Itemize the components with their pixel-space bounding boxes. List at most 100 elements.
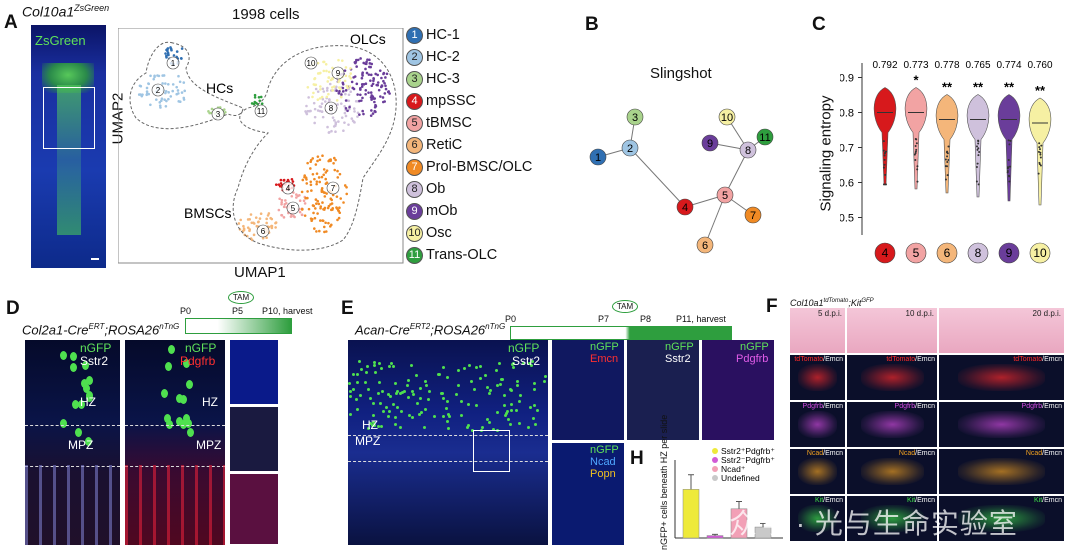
zsgreen-channel-label: ZsGreen bbox=[35, 33, 86, 48]
region-label-olcs: OLCs bbox=[350, 31, 386, 47]
bone-micrograph: ZsGreen bbox=[31, 25, 106, 268]
f-tile-r2-c2: Pdgfrb/Emcn bbox=[939, 402, 1064, 447]
d2-label-pdgfrb: Pdgfrb bbox=[180, 354, 216, 368]
svg-text:**: ** bbox=[1035, 83, 1046, 98]
svg-text:0.778: 0.778 bbox=[934, 60, 959, 71]
d1-label-sstr2: Sstr2 bbox=[80, 354, 109, 368]
panel-e-timeline bbox=[510, 326, 732, 340]
f-tile-r3-c0: Ncad/Emcn bbox=[790, 449, 845, 494]
svg-text:11: 11 bbox=[759, 132, 770, 144]
violin-4: 0.792 4 bbox=[872, 60, 898, 264]
d1-zone-mpz: MPZ bbox=[68, 438, 94, 452]
e-sub1-emcn: Emcn bbox=[590, 353, 619, 365]
legend-dot: 7 bbox=[406, 158, 423, 176]
e-sub2-sstr2: Sstr2 bbox=[665, 353, 691, 365]
svg-text:Sstr2⁻Pdgfrb⁺: Sstr2⁻Pdgfrb⁺ bbox=[721, 455, 775, 465]
svg-text:0.773: 0.773 bbox=[903, 60, 928, 71]
h-bar-3 bbox=[754, 522, 772, 539]
slingshot-node-4: 4 bbox=[676, 198, 694, 216]
legend-dot: 9 bbox=[406, 202, 423, 220]
svg-text:10: 10 bbox=[1033, 246, 1047, 260]
f-tile-r0-c2: 20 d.p.i. bbox=[939, 308, 1064, 353]
d2-zone-mpz: MPZ bbox=[196, 438, 222, 452]
svg-text:6: 6 bbox=[702, 240, 708, 252]
legend-dot: 10 bbox=[406, 224, 423, 242]
d2-zone-hz: HZ bbox=[202, 395, 218, 409]
h-bar-chart: Sstr2⁺Pdgfrb⁺Sstr2⁻Pdgfrb⁺Ncad⁺Undefined bbox=[674, 446, 783, 539]
svg-text:10: 10 bbox=[307, 59, 316, 68]
legend-label: HC-1 bbox=[426, 27, 460, 43]
e-sub-pdgfrb bbox=[702, 340, 774, 440]
watermark: 公众号 · 光与生命实验室 bbox=[700, 508, 1018, 539]
e-sub4-ngfp: nGFP bbox=[590, 444, 619, 456]
f-row-label: tdTomato/Emcn bbox=[1013, 356, 1062, 363]
d1-zone-hz: HZ bbox=[80, 395, 96, 409]
legend-item-7: 7 Prol-BMSC/OLC bbox=[406, 156, 532, 178]
panel-a-mouse-line: Col10a1ZsGreen bbox=[22, 3, 110, 20]
f-row-label: Pdgfrb/Emcn bbox=[894, 403, 935, 410]
umap-legend: 1 HC-1 2 HC-2 3 HC-3 4 mpSSC 5 tBMSC 6 RetiC 7 Prol-B… bbox=[406, 24, 556, 269]
e-sub-ncad bbox=[552, 443, 624, 545]
f-row-label: Pdgfrb/Emcn bbox=[802, 403, 843, 410]
slingshot-node-3: 3 bbox=[626, 108, 644, 126]
svg-text:9: 9 bbox=[1006, 246, 1013, 260]
legend-label: RetiC bbox=[426, 137, 463, 153]
region-label-bmscs: BMSCs bbox=[184, 205, 231, 221]
svg-text:5: 5 bbox=[913, 246, 920, 260]
micrograph-acan bbox=[348, 340, 548, 545]
panel-d-letter: D bbox=[6, 298, 20, 319]
legend-dot: 11 bbox=[406, 246, 423, 264]
slingshot-title: Slingshot bbox=[650, 65, 712, 82]
legend-label: HC-3 bbox=[426, 71, 460, 87]
legend-item-5: 5 tBMSC bbox=[406, 112, 472, 134]
inset-2 bbox=[230, 407, 278, 471]
slingshot-node-6: 6 bbox=[696, 236, 714, 254]
f-tile-r1-c1: tdTomato/Emcn bbox=[847, 355, 937, 400]
e-sub-emcn bbox=[552, 340, 624, 440]
f-row-label: tdTomato/Emcn bbox=[886, 356, 935, 363]
d1-label-ngfp: nGFP bbox=[80, 341, 112, 355]
slingshot-node-9: 9 bbox=[701, 134, 719, 152]
h-bar-0 bbox=[682, 474, 700, 539]
h-legend-item: Ncad⁺ bbox=[712, 464, 746, 474]
umap-title: 1998 cells bbox=[232, 6, 300, 23]
h-legend-item: Sstr2⁻Pdgfrb⁺ bbox=[712, 455, 775, 465]
svg-text:6: 6 bbox=[944, 246, 951, 260]
legend-item-11: 11 Trans-OLC bbox=[406, 244, 497, 266]
svg-text:1: 1 bbox=[171, 59, 176, 68]
legend-item-3: 3 HC-3 bbox=[406, 68, 460, 90]
f-tile-r2-c0: Pdgfrb/Emcn bbox=[790, 402, 845, 447]
panel-a-letter: A bbox=[4, 12, 18, 33]
svg-text:3: 3 bbox=[216, 110, 221, 119]
slingshot-node-1: 1 bbox=[589, 148, 607, 166]
f-row-label: Kit/Emcn bbox=[906, 497, 935, 504]
svg-text:1: 1 bbox=[595, 152, 601, 164]
f-row-label: Pdgfrb/Emcn bbox=[1021, 403, 1062, 410]
svg-text:4: 4 bbox=[286, 184, 291, 193]
violin-ytick: 0.7 bbox=[840, 143, 854, 155]
f-row-label: Ncad/Emcn bbox=[1025, 450, 1062, 457]
e-timeline-p0: P0 bbox=[505, 314, 517, 324]
legend-label: Prol-BMSC/OLC bbox=[426, 159, 533, 175]
svg-text:**: ** bbox=[973, 80, 984, 95]
violin-ytick: 0.5 bbox=[840, 213, 854, 225]
legend-item-2: 2 HC-2 bbox=[406, 46, 460, 68]
f-timepoint-label: 10 d.p.i. bbox=[905, 309, 934, 318]
f-row-label: Kit/Emcn bbox=[1033, 497, 1062, 504]
f-row-label: Ncad/Emcn bbox=[806, 450, 843, 457]
f-tile-r3-c1: Ncad/Emcn bbox=[847, 449, 937, 494]
svg-text:9: 9 bbox=[707, 138, 713, 150]
legend-dot: 3 bbox=[406, 70, 423, 88]
f-tile-r4-c2: Kit/Emcn bbox=[939, 496, 1064, 541]
f-tile-r1-c2: tdTomato/Emcn bbox=[939, 355, 1064, 400]
legend-label: Osc bbox=[426, 225, 452, 241]
legend-item-9: 9 mOb bbox=[406, 200, 457, 222]
panel-f-mouse-line: Col10a1tdTomato;KitGFP bbox=[790, 298, 874, 308]
f-tile-r1-c0: tdTomato/Emcn bbox=[790, 355, 845, 400]
svg-text:8: 8 bbox=[329, 104, 334, 113]
svg-text:Ncad⁺: Ncad⁺ bbox=[721, 464, 746, 474]
e-timeline-p11: P11, harvest bbox=[676, 314, 726, 324]
micrograph-sstr2 bbox=[25, 340, 120, 545]
h-bar-1 bbox=[706, 533, 724, 539]
violin-9: 0.774 ** 9 bbox=[996, 60, 1022, 264]
